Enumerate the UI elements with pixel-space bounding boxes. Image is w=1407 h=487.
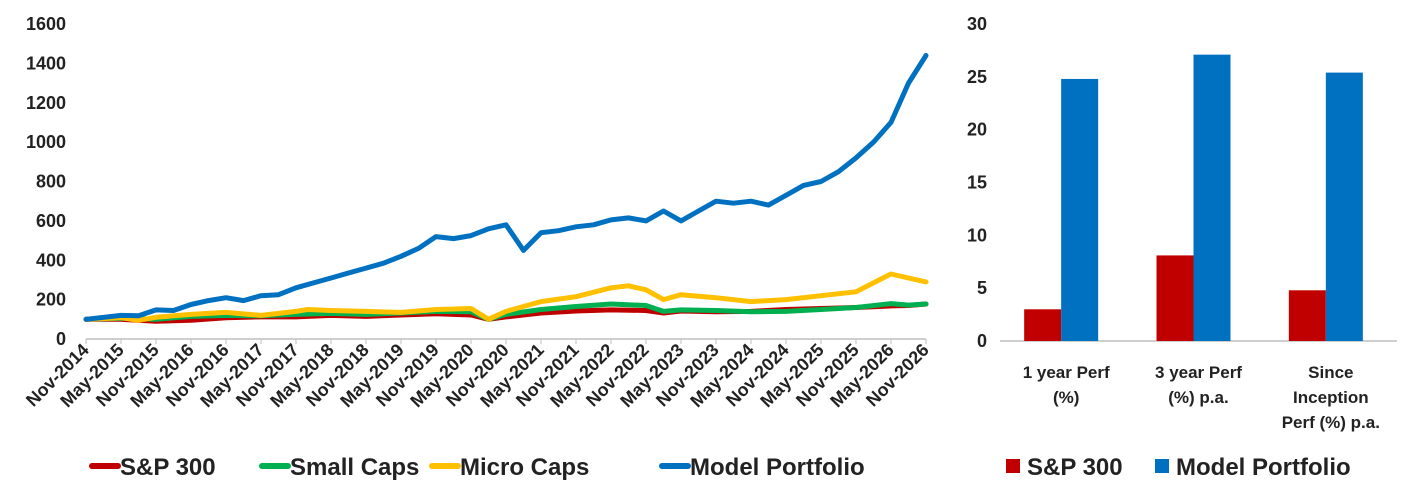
y-tick-label: 1000: [26, 132, 66, 152]
legend-label: S&P 300: [120, 454, 216, 481]
bar-y-tick-label: 25: [967, 67, 987, 87]
bar-category-label: Perf (%) p.a.: [1282, 413, 1380, 432]
bar-y-tick-label: 20: [967, 120, 987, 140]
legend-label: Model Portfolio: [690, 454, 865, 481]
legend-swatch: [1155, 459, 1169, 473]
legend-label: Micro Caps: [460, 454, 589, 481]
bar-y-tick-label: 30: [967, 14, 987, 34]
bar-y-tick-label: 0: [977, 331, 987, 351]
bar-y-tick-label: 15: [967, 173, 987, 193]
bar-category-label: (%): [1053, 388, 1079, 407]
bar-s-p-300: [1156, 255, 1194, 341]
bar-category-label: 1 year Perf: [1023, 363, 1110, 382]
bar-model-portfolio: [1325, 72, 1363, 342]
y-tick-label: 0: [56, 329, 66, 349]
legend-label: Model Portfolio: [1176, 454, 1351, 481]
series-line-micro-caps: [83, 271, 929, 323]
y-tick-label: 600: [36, 211, 66, 231]
y-tick-label: 1200: [26, 93, 66, 113]
y-tick-label: 1600: [26, 14, 66, 34]
bar-category-label: Inception: [1293, 388, 1369, 407]
bar-category-label: (%) p.a.: [1168, 388, 1228, 407]
y-tick-label: 800: [36, 172, 66, 192]
y-tick-label: 200: [36, 290, 66, 310]
legend-swatch: [1006, 459, 1020, 473]
bar-category-label: 3 year Perf: [1155, 363, 1242, 382]
bar-s-p-300: [1024, 309, 1062, 341]
bar-category-label: Since: [1308, 363, 1353, 382]
bar-s-p-300: [1288, 290, 1326, 341]
bar-y-tick-label: 10: [967, 225, 987, 245]
bar-model-portfolio: [1193, 54, 1231, 341]
legend-label: Small Caps: [290, 454, 419, 481]
series-line-model-portfolio: [83, 53, 929, 322]
y-tick-label: 400: [36, 250, 66, 270]
legend-label: S&P 300: [1027, 454, 1123, 481]
bar-y-tick-label: 5: [977, 278, 987, 298]
y-tick-label: 1400: [26, 53, 66, 73]
bar-model-portfolio: [1061, 78, 1099, 342]
